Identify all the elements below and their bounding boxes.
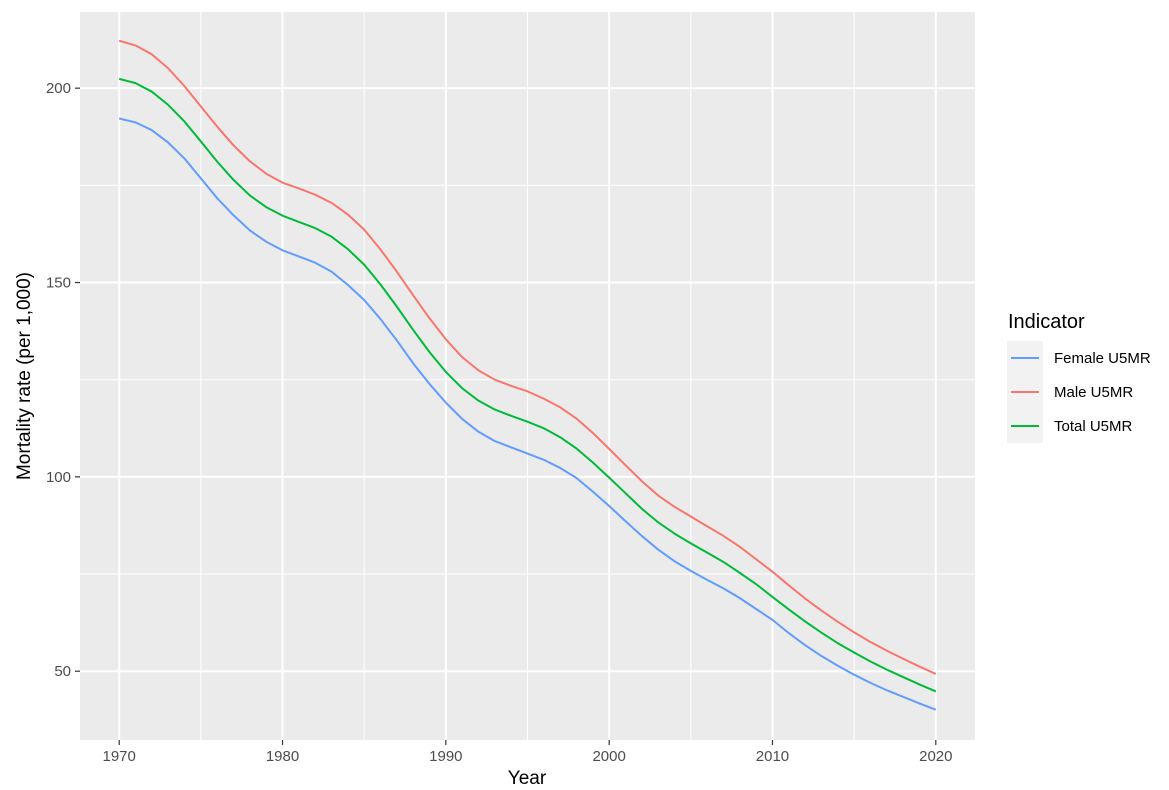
y-tick-label: 100 — [46, 469, 71, 486]
x-tick-label: 1970 — [103, 748, 136, 765]
x-tick-label: 1980 — [266, 748, 299, 765]
minor-gridlines — [80, 12, 975, 740]
x-axis-title: Year — [508, 768, 547, 789]
legend-label: Total U5MR — [1054, 418, 1133, 435]
y-axis-title: Mortality rate (per 1,000) — [14, 272, 35, 480]
legend-title: Indicator — [1008, 311, 1085, 333]
y-tick-label: 150 — [46, 275, 71, 292]
x-tick-label: 1990 — [429, 748, 462, 765]
x-tick-label: 2020 — [919, 748, 952, 765]
y-tick-label: 200 — [46, 80, 71, 97]
y-axis-ticks: 50 100 150 200 — [46, 80, 80, 680]
series-line-male-u5mr — [118, 39, 937, 675]
major-gridlines — [80, 12, 975, 740]
x-tick-label: 2000 — [592, 748, 625, 765]
series-line-female-u5mr — [118, 117, 937, 711]
legend-label: Male U5MR — [1054, 384, 1133, 401]
y-tick-label: 50 — [54, 663, 71, 680]
legend: Indicator Female U5MR Male U5MR Total U5MR — [1007, 311, 1151, 443]
x-tick-label: 2010 — [756, 748, 789, 765]
legend-label: Female U5MR — [1054, 350, 1151, 367]
series-line-total-u5mr — [118, 77, 937, 693]
x-axis-ticks: 1970 1980 1990 2000 2010 2020 — [103, 740, 952, 765]
series-lines — [118, 39, 937, 711]
legend-items: Female U5MR Male U5MR Total U5MR — [1007, 341, 1151, 443]
